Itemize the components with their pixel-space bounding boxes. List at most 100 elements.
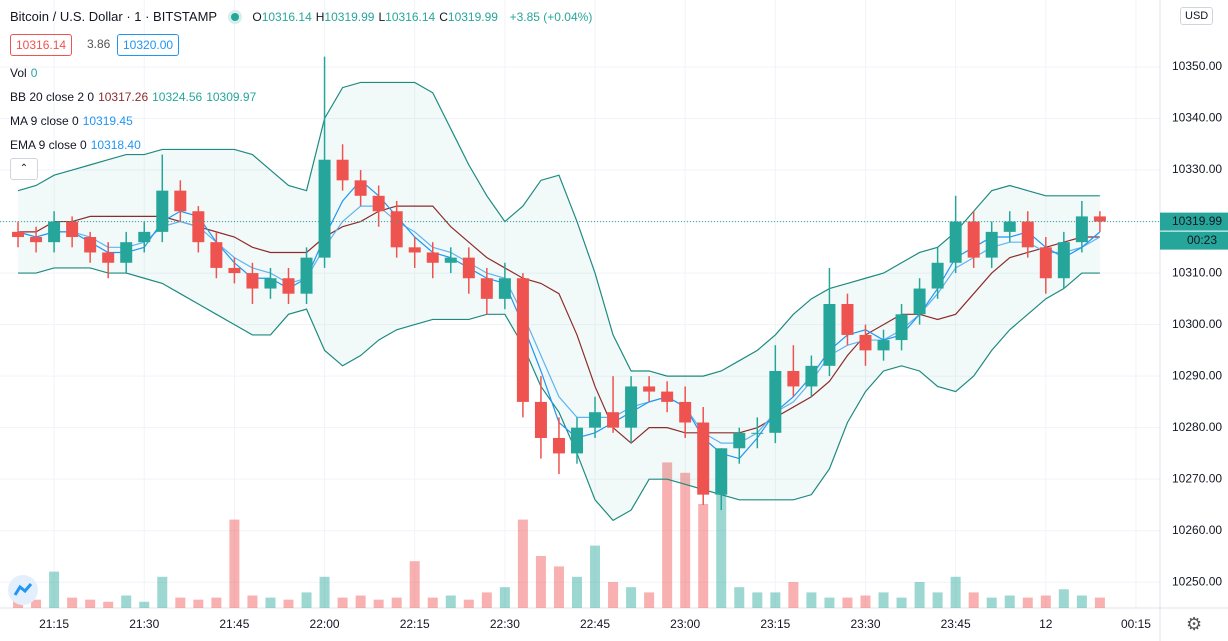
candle-body	[841, 304, 854, 335]
legend-ma: MA 9 close 0 10319.45	[10, 114, 137, 128]
legend-value: 10317.26	[98, 90, 149, 104]
candle-body	[552, 437, 565, 454]
ohlc-value: 10316.14	[261, 10, 312, 24]
candle-body	[264, 278, 277, 289]
volume-bar	[770, 592, 781, 608]
volume-bar	[409, 561, 420, 608]
x-tick-label: 22:15	[400, 617, 430, 631]
candle-body	[426, 252, 439, 263]
legend-name: BB 20 close 2 0	[10, 90, 95, 104]
candle-body	[625, 386, 638, 428]
ohlc-key: H	[315, 10, 325, 24]
y-tick-label: 10280.00	[1172, 420, 1222, 434]
volume-bar	[463, 599, 474, 608]
currency-button[interactable]: USD	[1180, 7, 1214, 25]
volume-bar	[824, 597, 835, 608]
ask-box[interactable]: 10320.00	[117, 34, 180, 56]
volume-bar	[590, 545, 601, 608]
legend-name: Vol	[10, 66, 27, 80]
volume-bar	[968, 592, 979, 608]
volume-bar	[1022, 597, 1033, 608]
candle-body	[444, 257, 457, 263]
last-price-label: 10319.99	[1172, 214, 1222, 228]
x-tick-label: 21:45	[219, 617, 249, 631]
volume-bar	[373, 599, 384, 608]
candle-body	[84, 237, 97, 253]
status-dot	[230, 13, 239, 21]
volume-bar	[175, 597, 186, 608]
volume-bar	[229, 519, 240, 608]
volume-bar	[445, 595, 456, 608]
logo-button[interactable]	[8, 575, 38, 605]
volume-bar	[698, 504, 709, 608]
bb-upper	[17, 81, 1100, 377]
candle-body	[156, 190, 169, 232]
ohlc-key: L	[378, 10, 386, 24]
candle-body	[570, 427, 583, 454]
volume-bar	[788, 582, 799, 608]
candle-body	[1075, 216, 1088, 243]
candle-body	[985, 231, 998, 258]
volume-bar	[49, 571, 60, 608]
last-price-box	[1160, 212, 1228, 231]
candle-body	[1021, 221, 1034, 248]
ohlc-key: O	[252, 10, 262, 24]
legend-value: 10324.56	[152, 90, 203, 104]
candle-body	[210, 242, 223, 268]
candle-body	[534, 401, 547, 438]
legend-name: EMA 9 close 0	[10, 138, 87, 152]
candle-body	[697, 422, 710, 495]
collapse-legend-button[interactable]: ⌃	[10, 158, 38, 180]
volume-bar	[986, 597, 997, 608]
volume-bar	[1058, 589, 1069, 608]
candle-body	[480, 278, 493, 299]
bb-lower	[18, 267, 1100, 522]
y-tick-label: 10310.00	[1172, 265, 1222, 279]
volume-bar	[553, 566, 564, 608]
candle-body	[967, 221, 980, 258]
volume-bar	[950, 576, 961, 608]
candle-body	[859, 334, 872, 351]
volume-bar	[1040, 595, 1051, 608]
volume-bar	[265, 597, 276, 608]
candle-body	[769, 370, 782, 433]
change: +3.85 (+0.04%)	[509, 10, 593, 24]
y-tick-label: 10270.00	[1172, 471, 1222, 485]
volume-bar	[842, 597, 853, 608]
volume-bar	[31, 599, 42, 608]
candle-body	[589, 412, 602, 428]
x-tick-label: 23:45	[941, 617, 971, 631]
volume-bar	[67, 597, 78, 608]
y-tick-label: 10330.00	[1172, 162, 1222, 176]
x-tick-label: 00:15	[1121, 617, 1151, 631]
volume-bar	[626, 587, 637, 608]
volume-bar	[680, 472, 691, 608]
x-tick-label: 23:15	[760, 617, 790, 631]
y-tick-label: 10250.00	[1172, 574, 1222, 588]
volume-bar	[1076, 595, 1087, 608]
volume-bar	[211, 597, 222, 608]
candle-body	[751, 432, 764, 434]
settings-button[interactable]: ⚙	[1186, 614, 1203, 634]
candle-body	[372, 195, 385, 212]
candle-body	[462, 257, 475, 279]
symbol-title: Bitcoin / U.S. Dollar · 1 · BITSTAMP	[10, 9, 218, 24]
volume-bar	[734, 587, 745, 608]
band-fill	[18, 82, 1100, 521]
candle-body	[336, 159, 349, 181]
spread: 3.86	[87, 37, 111, 51]
legend-ema: EMA 9 close 0 10318.40	[10, 138, 145, 152]
candle-body	[138, 231, 151, 243]
ohlc-key: C	[439, 10, 448, 24]
ohlc-value: 10316.14	[385, 10, 436, 24]
candle-body	[877, 340, 890, 351]
candle-body	[282, 278, 295, 294]
candle-body	[246, 273, 259, 289]
legend-vol: Vol 0	[10, 66, 41, 80]
volume-bar	[499, 587, 510, 608]
candle-body	[1003, 221, 1016, 232]
volume-bar	[247, 595, 258, 608]
bid-box[interactable]: 10316.14	[10, 34, 73, 56]
candle-body	[48, 221, 61, 243]
